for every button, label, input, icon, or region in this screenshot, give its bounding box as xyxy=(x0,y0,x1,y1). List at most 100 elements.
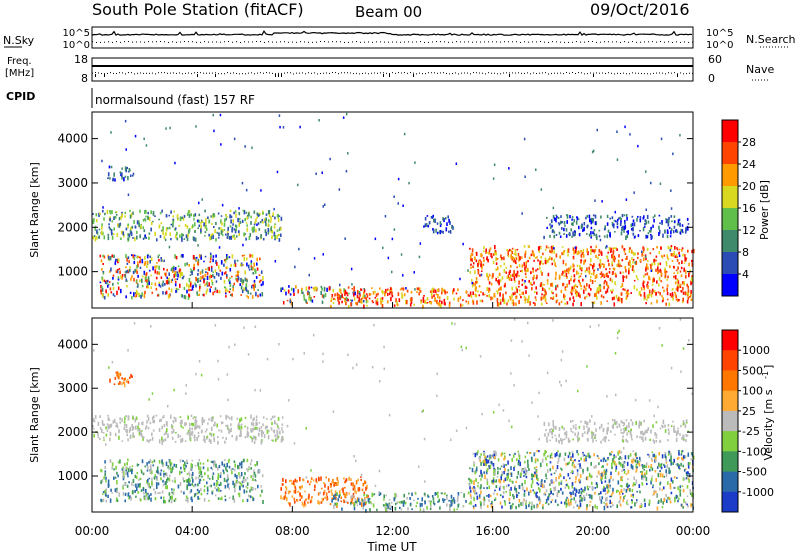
power-mark xyxy=(225,233,227,236)
power-mark xyxy=(590,235,593,237)
velocity-mark xyxy=(473,482,475,486)
velocity-mark xyxy=(568,451,571,456)
velocity-mark xyxy=(238,472,240,476)
power-mark xyxy=(571,216,574,219)
power-mark xyxy=(160,259,163,262)
power-mark xyxy=(156,262,158,264)
velocity-mark xyxy=(354,488,356,493)
nave-point xyxy=(578,72,579,74)
power-mark xyxy=(538,248,540,253)
velocity-mark xyxy=(578,459,580,462)
velocity-mark xyxy=(652,484,654,487)
power-mark xyxy=(158,218,160,221)
velocity-mark xyxy=(419,508,422,511)
power-mark xyxy=(124,175,127,178)
velocity-mark xyxy=(674,496,676,501)
velocity-mark xyxy=(254,464,256,467)
velocity-mark xyxy=(268,430,270,432)
velocity-mark xyxy=(147,492,149,495)
velocity-mark xyxy=(125,380,128,383)
power-mark xyxy=(657,291,660,294)
power-mark xyxy=(524,270,527,272)
velocity-mark xyxy=(600,477,602,482)
power-mark xyxy=(660,255,663,258)
velocity-mark xyxy=(202,479,205,481)
date-label: 09/Oct/2016 xyxy=(590,0,690,19)
velocity-mark xyxy=(274,434,277,438)
nave-point xyxy=(431,72,432,74)
power-mark xyxy=(564,286,567,288)
power-mark xyxy=(289,293,292,296)
power-mark xyxy=(551,257,553,261)
nave-point xyxy=(302,72,303,74)
power-mark xyxy=(457,288,459,292)
power-mark xyxy=(662,233,664,238)
power-mark xyxy=(550,297,552,300)
velocity-mark xyxy=(601,473,603,477)
power-mark xyxy=(541,271,543,276)
power-mark xyxy=(547,259,549,263)
nsearch-point xyxy=(316,41,317,43)
power-mark xyxy=(121,172,123,176)
power-mark xyxy=(570,228,572,232)
velocity-mark xyxy=(492,477,495,481)
power-mark xyxy=(233,211,235,215)
power-mark xyxy=(499,292,501,297)
power-mark xyxy=(615,274,617,278)
velocity-mark xyxy=(174,479,176,484)
power-mark xyxy=(617,218,619,222)
power-mark xyxy=(563,296,566,301)
nsearch-point xyxy=(464,41,465,43)
velocity-mark xyxy=(232,480,234,486)
velocity-mark xyxy=(621,485,623,488)
velocity-mark xyxy=(575,476,577,481)
power-mark xyxy=(686,292,688,295)
power-mark xyxy=(252,267,254,271)
velocity-mark xyxy=(624,455,627,460)
velocity-mark xyxy=(565,479,567,482)
power-mark xyxy=(595,245,598,248)
power-mark xyxy=(95,213,98,217)
velocity-mark xyxy=(480,506,482,509)
nave-point xyxy=(116,72,117,74)
power-mark xyxy=(251,254,254,258)
power-mark xyxy=(545,291,547,296)
power-mark xyxy=(180,294,183,298)
power-mark xyxy=(486,273,488,278)
velocity-mark xyxy=(490,494,492,497)
power-mark xyxy=(533,276,536,279)
velocity-mark xyxy=(483,452,486,455)
power-mark xyxy=(658,283,660,287)
power-mark xyxy=(571,286,573,290)
power-mark xyxy=(104,212,106,216)
power-mark xyxy=(613,267,616,271)
power-mark xyxy=(147,285,150,289)
velocity-mark xyxy=(541,483,544,489)
velocity-mark xyxy=(119,459,121,464)
nsearch-point xyxy=(384,41,385,43)
velocity-mark xyxy=(195,492,198,496)
velocity-mark xyxy=(234,488,236,493)
power-mark xyxy=(220,260,223,265)
power-mark xyxy=(555,293,558,298)
velocity-mark xyxy=(194,418,197,424)
velocity-mark xyxy=(289,502,291,507)
velocity-mark xyxy=(480,453,482,456)
velocity-mark xyxy=(213,424,215,427)
velocity-mark xyxy=(173,416,176,419)
velocity-mark xyxy=(682,477,685,481)
velocity-mark xyxy=(299,477,301,482)
nsearch-point xyxy=(672,41,673,43)
velocity-mark xyxy=(632,494,635,498)
power-mark xyxy=(525,269,528,273)
power-mark xyxy=(164,291,167,295)
power-mark xyxy=(516,248,519,251)
power-mark xyxy=(341,300,343,304)
power-mark xyxy=(580,285,582,288)
velocity-mark xyxy=(135,495,137,498)
velocity-mark xyxy=(204,430,207,433)
power-mark xyxy=(583,222,586,226)
velocity-mark xyxy=(643,498,646,502)
velocity-mark xyxy=(515,491,518,495)
velocity-mark xyxy=(661,488,664,491)
